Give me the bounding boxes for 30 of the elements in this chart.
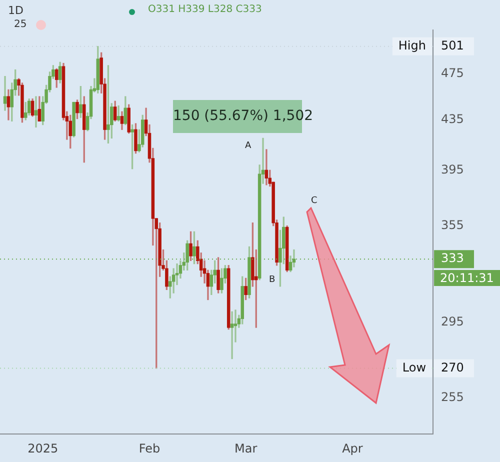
ref-line-label: Low: [402, 360, 426, 374]
annotation: B: [269, 275, 276, 285]
chart-subtitle: O331 H339 L328 C333: [148, 4, 262, 15]
x-tick-label: 2025: [28, 441, 58, 456]
candlestick: [230, 311, 234, 360]
candlestick: [34, 96, 38, 128]
candlestick: [202, 260, 206, 284]
x-tick-label: Feb: [138, 441, 160, 456]
candlestick: [234, 310, 238, 342]
annotation: 150 (55.67%) 1,502: [173, 107, 314, 126]
y-tick-label: 501: [441, 38, 464, 52]
annotation: 25: [14, 19, 27, 30]
y-tick-label: 270: [441, 360, 464, 374]
y-tick-label: 295: [441, 314, 464, 328]
y-tick-label: 395: [441, 162, 464, 176]
ref-line-label: High: [398, 38, 426, 52]
candlestick: [3, 76, 7, 111]
y-tick-label: 475: [441, 66, 464, 80]
candlestick: [264, 149, 268, 186]
candlestick: [175, 263, 179, 286]
annotation: A: [245, 141, 252, 151]
y-tick-label: 355: [441, 218, 464, 232]
y-tick-label: 435: [441, 112, 464, 126]
y-tick-label: 255: [441, 390, 464, 404]
annotation: C: [311, 196, 318, 206]
y-tick-label: 333: [441, 251, 464, 266]
x-tick-label: Mar: [234, 441, 258, 456]
chart-title: 1D: [8, 4, 24, 17]
x-tick-label: Apr: [342, 441, 363, 456]
text: 20:11:31: [434, 270, 500, 286]
